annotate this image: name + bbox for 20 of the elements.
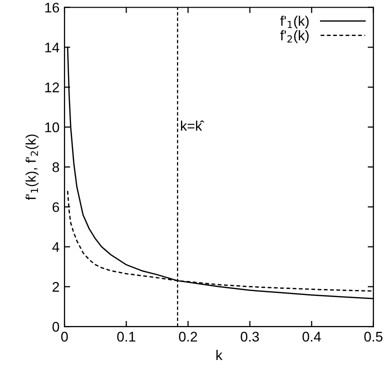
y-tick-label: 12 [45, 82, 59, 92]
y-tick-label: 0 [52, 322, 60, 332]
x-axis-title: k [216, 350, 222, 360]
x-tick-label: 0.2 [178, 332, 198, 342]
y-tick-label: 6 [52, 202, 60, 212]
x-tick-label: 0.5 [364, 332, 382, 342]
legend-label: f'$_{2}$(k) [280, 30, 309, 44]
y-tick-label: 8 [52, 162, 60, 172]
y-tick-label: 10 [45, 122, 60, 132]
y-axis-title: f'$_{1}$(k), f'$_{2}$(k) [26, 134, 39, 200]
y-tick-label: 14 [45, 42, 60, 52]
x-tick-label: 0 [61, 332, 68, 342]
ref-line-label: k=k̂ [180, 120, 204, 131]
x-tick-label: 0.1 [117, 332, 136, 342]
legend-label: f'$_{1}$(k) [280, 16, 309, 29]
x-tick-label: 0.4 [302, 332, 321, 342]
y-tick-label: 16 [45, 2, 60, 13]
y-tick-label: 2 [52, 282, 59, 292]
x-tick-label: 0.3 [240, 332, 259, 342]
y-tick-label: 4 [52, 242, 60, 252]
